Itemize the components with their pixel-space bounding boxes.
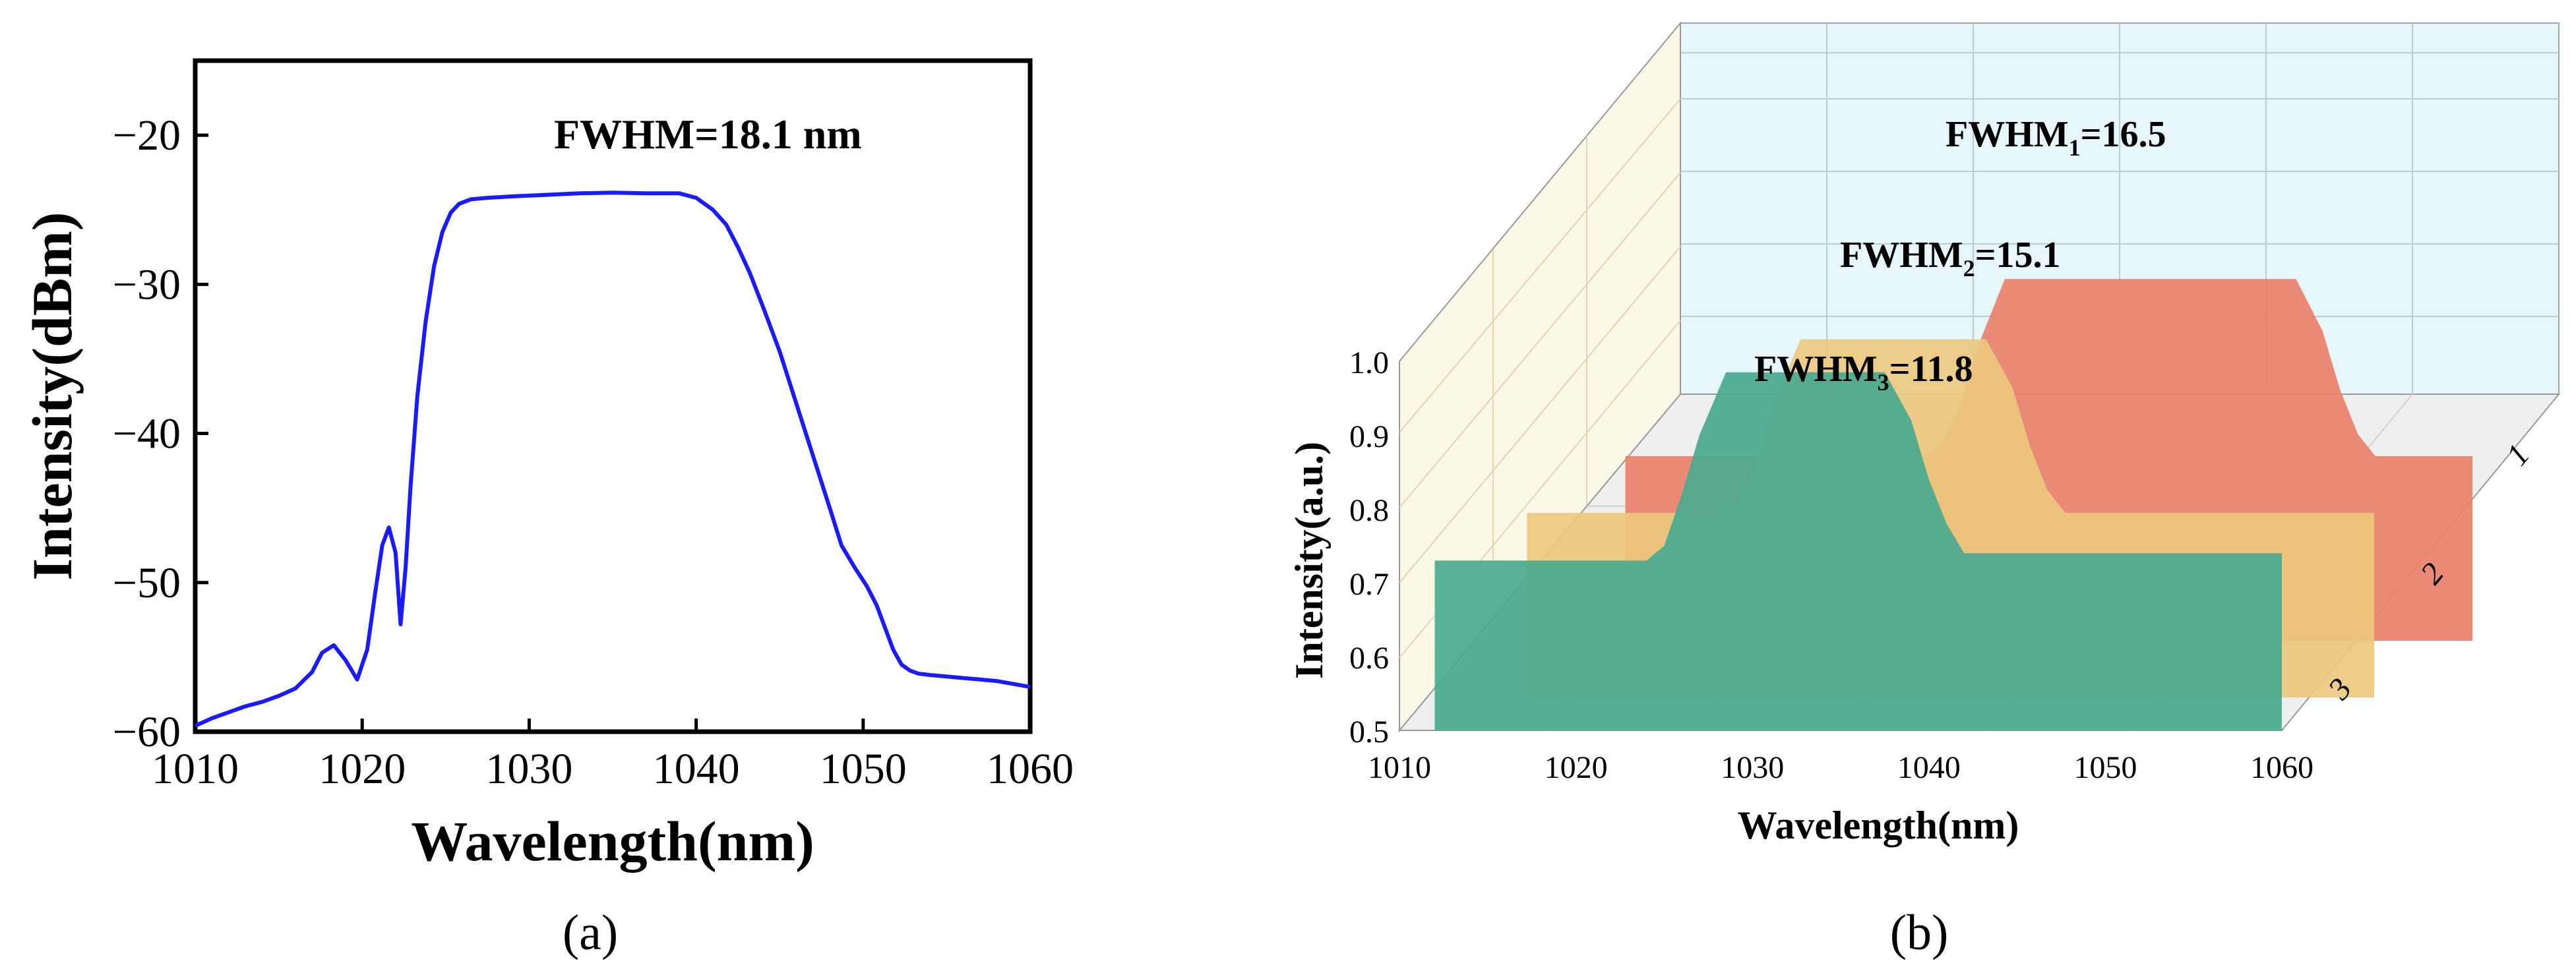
panel-a-ticks [193,133,1032,734]
panel-b-fwhm-label-3: FWHM3=11.8 [1754,349,1973,396]
panel-a-line-chart: 1010 1020 1030 1040 1050 1060−60−50−40−30−20 … [20,58,1074,960]
panel-b-fwhm-label-1-sub: 1 [2069,134,2081,161]
panel-a-x-tick-label: 1030 [485,745,572,793]
panel-b-z-tick-label: 0.9 [1349,419,1389,454]
panel-b-series-3-area [1434,372,2282,730]
panel-a-y-tick-label: −20 [113,111,181,160]
panel-b-x-tick-label: 1020 [1545,750,1608,785]
panel-b-z-tick-label: 1.0 [1349,345,1389,380]
panel-a-x-tick-label: 1060 [987,745,1074,793]
panel-b-fwhm-label-2-value: =15.1 [1975,235,2061,276]
panel-a-x-tick-label: 1020 [319,745,406,793]
panel-b-fwhm-label-3-sub: 3 [1878,369,1889,396]
panel-b-z-tick-label: 0.7 [1349,567,1389,602]
panel-b-z-tick-label: 0.8 [1349,493,1389,528]
panel-a-y-tick-label: −50 [113,559,181,607]
panel-a-fwhm-annotation: FWHM=18.1 nm [554,111,862,158]
panel-b-fwhm-label-1-value: =16.5 [2081,114,2166,155]
panel-b-fwhm-label-1-main: FWHM [1946,114,2069,155]
panel-b-x-tick-label: 1040 [1897,750,1961,785]
panel-b-x-axis-label: Wavelength(nm) [1738,804,2019,847]
panel-b-3d-chart: FWHM1=16.5 FWHM2=15.1 FWHM3=11.8 1010 102… [1287,21,2561,960]
panel-a-y-tick-label: −40 [113,410,181,458]
panel-a-y-tick-label: −60 [113,708,181,756]
panel-a-x-axis-label: Wavelength(nm) [411,809,814,873]
panel-b-x-tick-label: 1030 [1721,750,1784,785]
panel-b-fwhm-label-2-sub: 2 [1963,255,1975,281]
panel-b-z-tick-label: 0.5 [1349,715,1389,750]
panel-a-plot-frame [193,58,1033,734]
panel-a-x-tick-label: 1050 [820,745,907,793]
panel-b-y-axis-label: Intensity(a.u.) [1287,442,1331,679]
panel-b-caption: (b) [1890,905,1949,960]
panel-b-fwhm-label-3-main: FWHM [1754,349,1878,390]
panel-b-side-wall-grid [1399,98,1681,659]
panel-b-fwhm-label-2-main: FWHM [1840,235,1963,276]
panel-a-x-tick-label: 1010 [152,745,239,793]
panel-a-caption: (a) [563,905,618,960]
panel-a-y-tick-label: −30 [113,260,181,309]
panel-a-y-axis-label: Intensity(dBm) [20,212,84,580]
panel-b-x-tick-label: 1010 [1368,750,1431,785]
panel-a-spectrum-line [194,191,1031,728]
panel-b-fwhm-label-1: FWHM1=16.5 [1946,114,2166,161]
panel-a-tick-labels: 1010 1020 1030 1040 1050 1060 −60 −50 −40 −30 −20 [113,111,1074,793]
panel-b-z-tick-label: 0.6 [1349,641,1389,676]
panel-a-x-tick-label: 1040 [653,745,740,793]
panel-b-fwhm-label-2: FWHM2=15.1 [1840,235,2061,281]
panel-b-x-tick-label: 1060 [2250,750,2314,785]
panel-b-x-tick-label: 1050 [2073,750,2137,785]
panel-b-fwhm-label-3-value: =11.8 [1889,349,1973,390]
